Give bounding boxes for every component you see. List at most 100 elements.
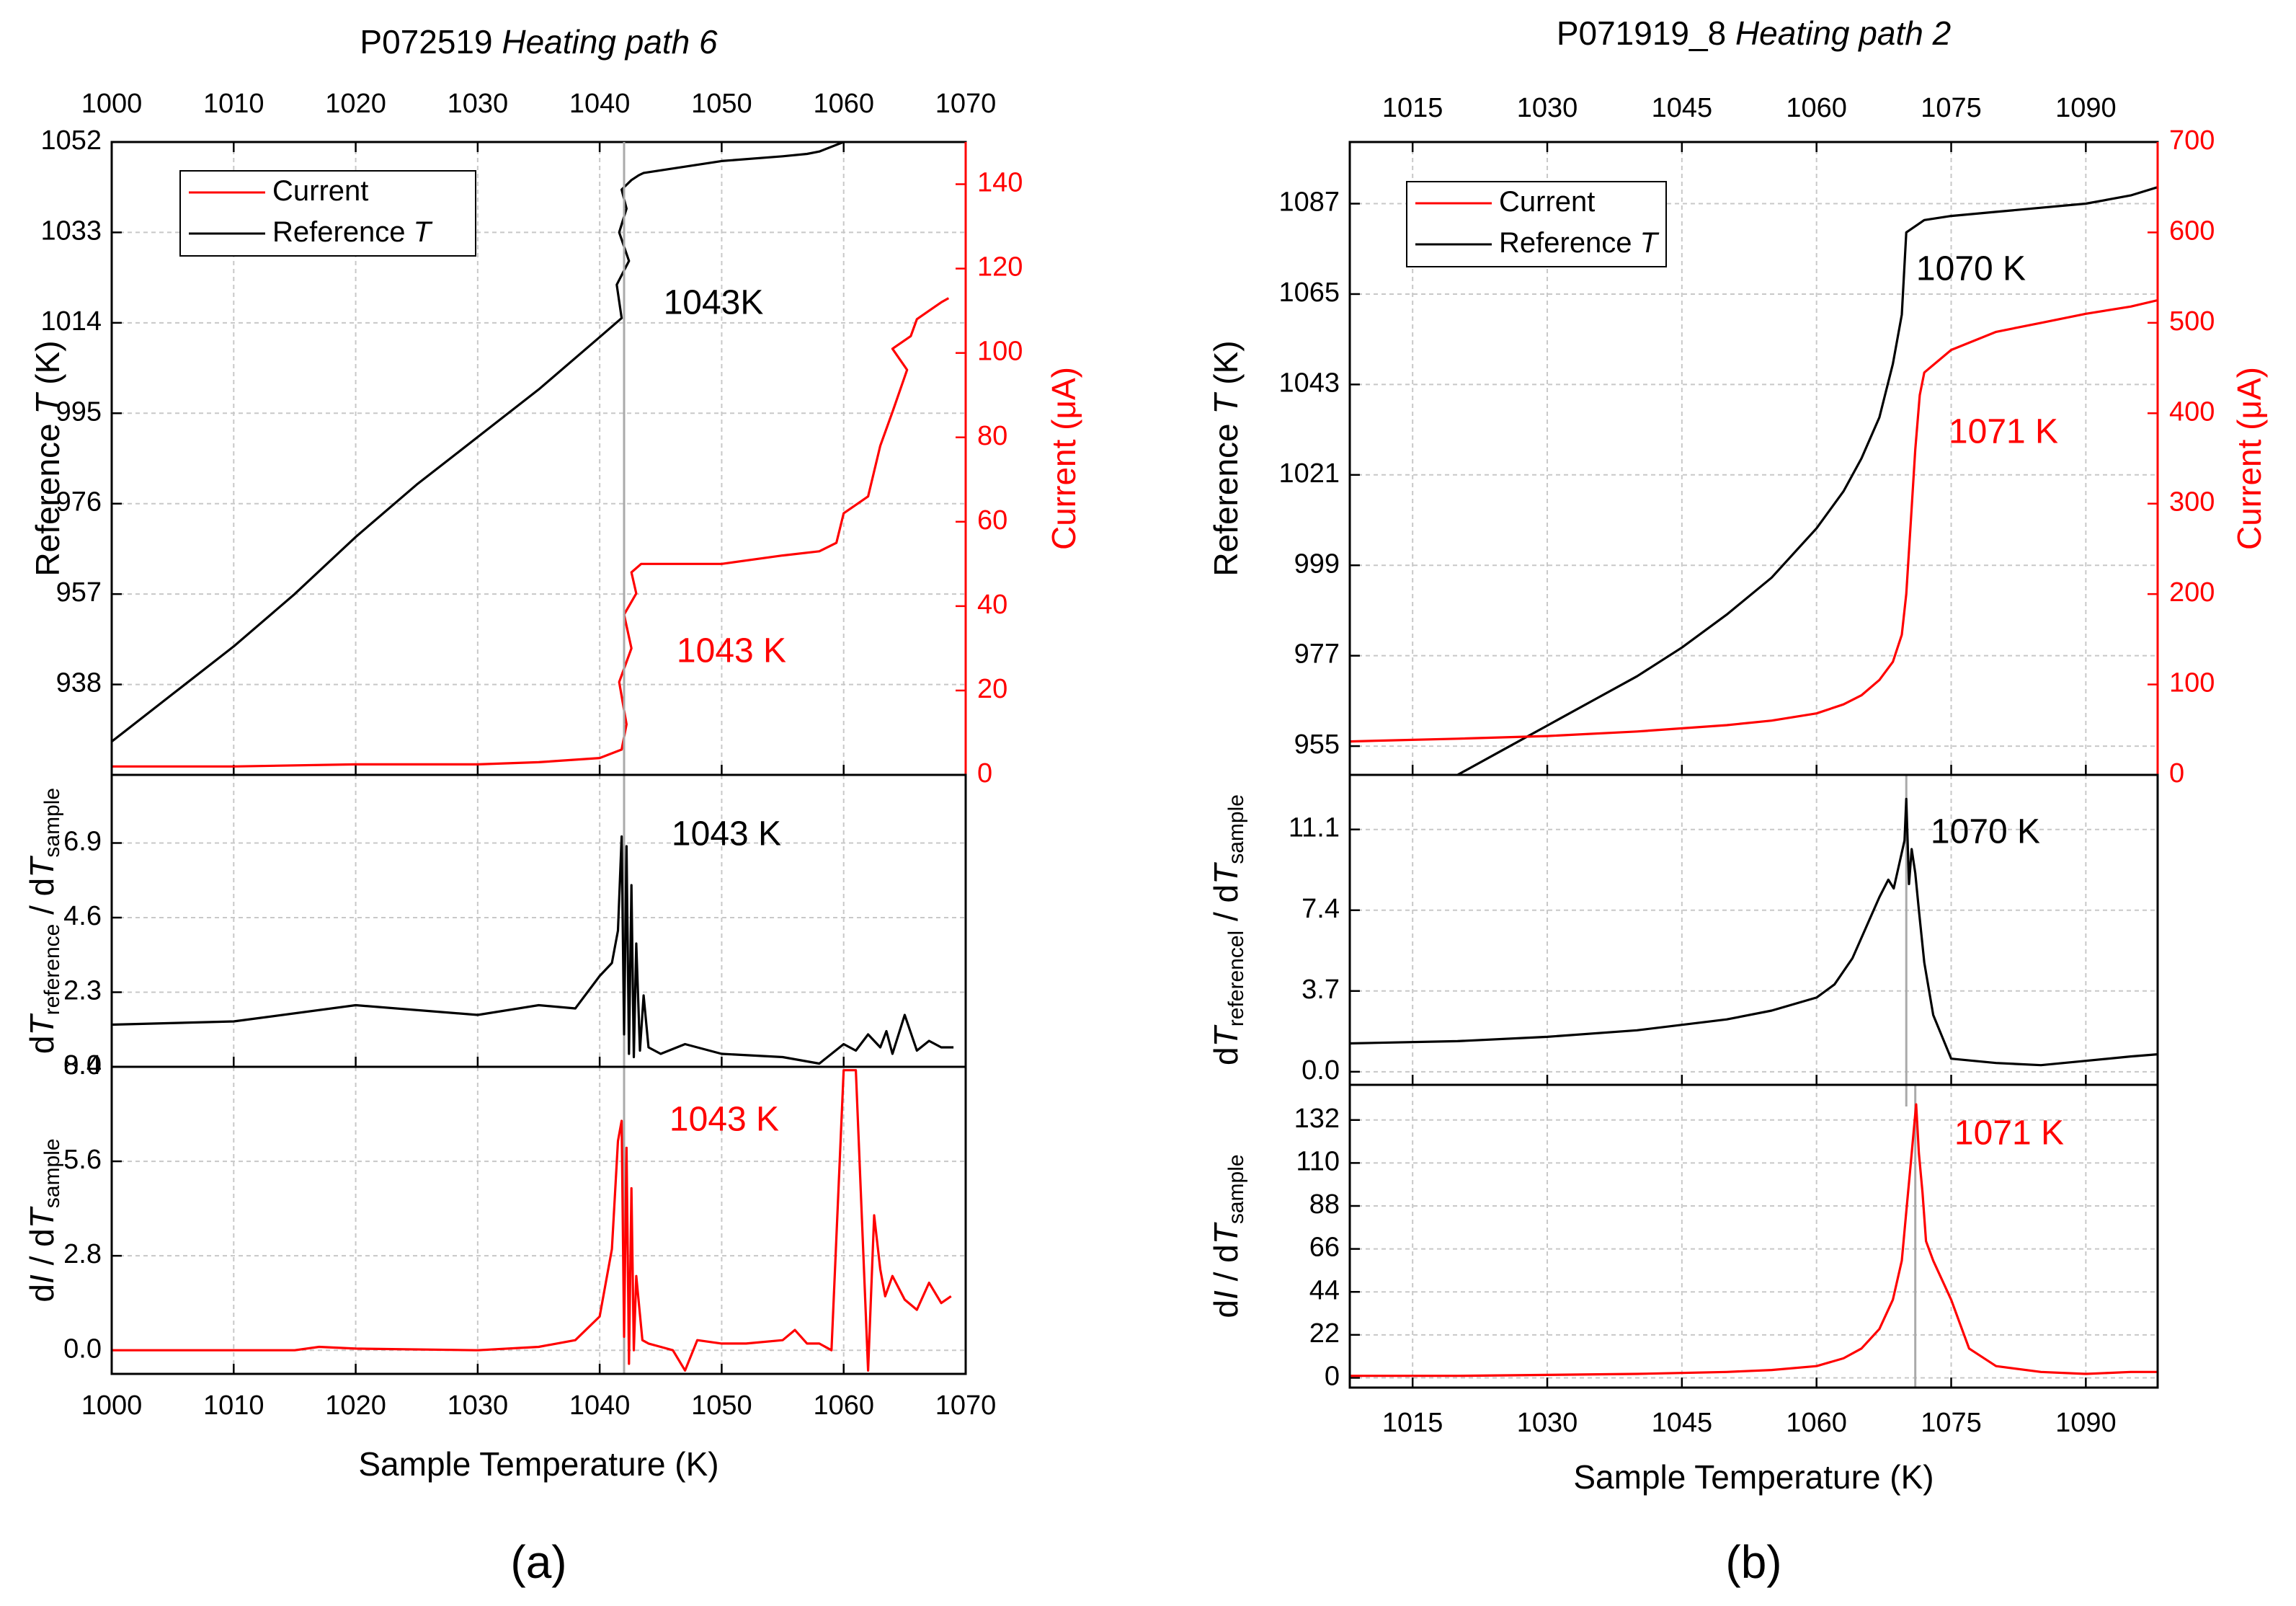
annotation-temperature: 1043 K bbox=[669, 1101, 779, 1139]
plot-frame bbox=[110, 773, 967, 1068]
legend: Current Reference T bbox=[179, 170, 476, 257]
y-tick-label-right: 60 bbox=[977, 505, 1007, 536]
x-tick-label-top: 1060 bbox=[813, 89, 874, 119]
y-tick-label-right: 0 bbox=[977, 758, 992, 789]
plot-frame bbox=[110, 1065, 967, 1375]
y-axis-label-bottom: dI / dTsample bbox=[23, 1138, 64, 1302]
annotation-temperature: 1043K bbox=[664, 284, 764, 322]
panel-a: P072519 Heating path 6 938 957 976 995 1014 10… bbox=[23, 23, 1082, 1588]
subplot-middle: 0.0 2.3 4.6 6.9 1043 K bbox=[63, 773, 967, 1081]
annotation-temperature: 1043 K bbox=[672, 815, 781, 853]
x-tick-label-top: 1030 bbox=[1517, 93, 1578, 123]
legend-label-text: Current bbox=[1499, 186, 1595, 218]
annotation-temperature: 1071 K bbox=[1954, 1114, 2064, 1153]
legend-label: Reference T bbox=[1499, 227, 1660, 259]
y-tick-label-right: 300 bbox=[2169, 487, 2215, 518]
series-line-reference-t bbox=[1456, 186, 2158, 775]
x-tick-label-bottom: 1030 bbox=[1517, 1408, 1578, 1438]
chart-title: P071919_8 Heating path 2 bbox=[1557, 14, 1951, 52]
y-label-sub2: sample bbox=[1224, 1154, 1248, 1224]
y-label-sub2: sample bbox=[40, 788, 64, 858]
series-line-current bbox=[1350, 298, 2158, 743]
annotation-temperature: 1070 K bbox=[1931, 813, 2040, 851]
y-tick-label: 3.7 bbox=[1301, 975, 1340, 1005]
y-label-mid: / d bbox=[1207, 1244, 1245, 1290]
x-tick-label-top: 1075 bbox=[1921, 93, 1982, 123]
x-tick-label-top: 1060 bbox=[1786, 93, 1847, 123]
y-axis-label-middle: dTreference / dTsample bbox=[23, 788, 64, 1054]
y-tick-label: 1087 bbox=[1278, 187, 1340, 218]
chart-title-plain: P071919_8 bbox=[1557, 14, 1735, 52]
legend-label-text: Reference bbox=[1499, 227, 1640, 259]
series-line-di-dtsample bbox=[1350, 1103, 2158, 1377]
y-tick-label: 7.4 bbox=[1301, 894, 1340, 924]
y-label-I: I bbox=[23, 1274, 61, 1284]
grid bbox=[1350, 775, 2158, 1085]
y-tick-label-right: 0 bbox=[2169, 758, 2184, 789]
y-axis-label-left: Reference T (K) bbox=[29, 340, 66, 576]
panel-b: P071919_8 Heating path 2 955 977 999 1021 104… bbox=[1207, 14, 2268, 1588]
y-tick-label: 66 bbox=[1309, 1233, 1340, 1263]
y-label-d: d bbox=[23, 1036, 61, 1055]
legend-label: Reference T bbox=[272, 216, 433, 248]
x-tick-label-top: 1070 bbox=[935, 89, 997, 119]
y-tick-label: 88 bbox=[1309, 1189, 1340, 1220]
x-tick-label-bottom: 1010 bbox=[203, 1390, 264, 1421]
legend-label-italic: T bbox=[1640, 227, 1660, 259]
legend-box bbox=[179, 170, 476, 257]
y-tick-label: 22 bbox=[1309, 1318, 1340, 1349]
legend-label-italic: T bbox=[414, 216, 433, 248]
y-label-T: T bbox=[23, 1013, 61, 1036]
y-tick-label: 8.4 bbox=[63, 1050, 102, 1081]
y-label-tail: (K) bbox=[1207, 340, 1245, 394]
y-tick-label-right: 400 bbox=[2169, 396, 2215, 427]
annotation-temperature: 1071 K bbox=[1949, 413, 2058, 451]
y-tick-label-right: 600 bbox=[2169, 216, 2215, 246]
y-tick-label: 999 bbox=[1294, 549, 1340, 579]
y-tick-label: 0.0 bbox=[1301, 1055, 1340, 1086]
series-line-current bbox=[112, 297, 950, 768]
x-tick-label-top: 1030 bbox=[448, 89, 509, 119]
x-tick-label-top: 1000 bbox=[81, 89, 143, 119]
y-tick-label: 995 bbox=[56, 396, 102, 427]
y-label-plain: Reference bbox=[1207, 414, 1245, 577]
y-tick-label: 1052 bbox=[40, 125, 102, 156]
y-label-mid: / d bbox=[1207, 884, 1245, 931]
y-label-T2: T bbox=[1207, 862, 1245, 884]
x-axis-label: Sample Temperature (K) bbox=[1573, 1458, 1934, 1496]
y-label-sub2: sample bbox=[1224, 794, 1248, 864]
y-label-d: d bbox=[1207, 1300, 1245, 1318]
y-label-T2: T bbox=[1207, 1222, 1245, 1244]
y-tick-label: 1065 bbox=[1278, 278, 1340, 308]
panel-label: (b) bbox=[1725, 1536, 1781, 1588]
subplot-top: 955 977 999 1021 1043 1065 1087 0 100 200 300 400 50… bbox=[1278, 93, 2215, 789]
y-tick-label: 1043 bbox=[1278, 368, 1340, 398]
y-label-plain: Reference bbox=[29, 414, 66, 577]
y-tick-label: 976 bbox=[56, 487, 102, 518]
x-tick-label-bottom: 1060 bbox=[813, 1390, 874, 1421]
x-tick-label-top: 1045 bbox=[1652, 93, 1713, 123]
y-tick-label-right: 100 bbox=[2169, 668, 2215, 698]
y-tick-label: 132 bbox=[1294, 1104, 1340, 1134]
y-tick-label-right: 20 bbox=[977, 674, 1007, 704]
y-axis-label-bottom: dI / dTsample bbox=[1207, 1154, 1248, 1318]
plot-frame bbox=[1348, 1083, 2159, 1389]
x-tick-label-bottom: 1000 bbox=[81, 1390, 143, 1421]
y-tick-label: 6.9 bbox=[63, 827, 102, 857]
x-tick-label-bottom: 1060 bbox=[1786, 1408, 1847, 1438]
y-tick-label: 977 bbox=[1294, 639, 1340, 670]
y-label-sub: referencel bbox=[1224, 931, 1248, 1026]
y-axis-label-left: Reference T (K) bbox=[1207, 340, 1245, 576]
y-tick-label: 1014 bbox=[40, 306, 102, 337]
x-tick-label-top: 1015 bbox=[1382, 93, 1443, 123]
grid bbox=[112, 1067, 966, 1374]
y-tick-label-right: 200 bbox=[2169, 577, 2215, 608]
legend: Current Reference T bbox=[1406, 181, 1667, 267]
x-tick-label-bottom: 1090 bbox=[2055, 1408, 2117, 1438]
y-label-sub: reference bbox=[40, 924, 64, 1016]
chart-title-italic: Heating path 6 bbox=[502, 23, 718, 61]
y-tick-label: 0.0 bbox=[63, 1050, 102, 1081]
x-axis-label: Sample Temperature (K) bbox=[358, 1445, 718, 1483]
y-tick-label: 2.8 bbox=[63, 1239, 102, 1269]
x-tick-label-bottom: 1075 bbox=[1921, 1408, 1982, 1438]
